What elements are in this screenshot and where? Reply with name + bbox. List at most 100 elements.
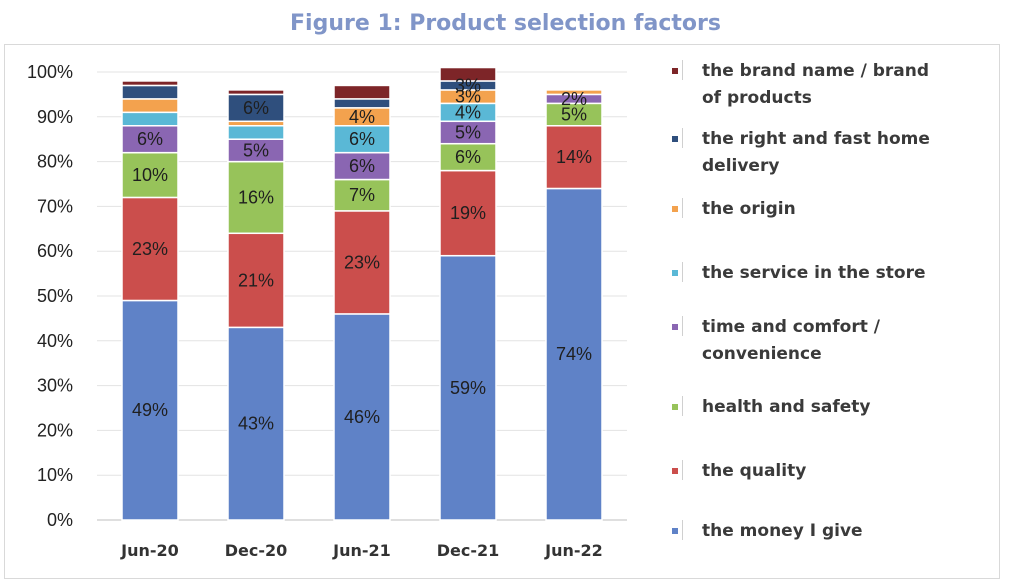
legend-label-line: health and safety — [702, 397, 871, 417]
legend-label-line: the quality — [702, 461, 807, 481]
data-label: 74% — [556, 344, 592, 364]
x-tick-label: Jun-20 — [120, 541, 179, 560]
legend-swatch — [672, 316, 683, 336]
bar-segment — [121, 80, 179, 87]
data-label: 10% — [132, 165, 168, 185]
bar-segment — [545, 125, 603, 190]
legend-label: the brand name / brand of products — [702, 58, 992, 112]
bar-segment — [227, 125, 285, 140]
x-tick-label: Jun-22 — [544, 541, 603, 560]
bar-segment — [333, 125, 391, 154]
data-label: 7% — [349, 185, 375, 205]
data-label: 5% — [455, 122, 481, 142]
data-label: 23% — [132, 239, 168, 259]
chart-title: Figure 1: Product selection factors — [290, 11, 721, 36]
bar-segment — [121, 299, 179, 521]
bar-segment — [121, 151, 179, 199]
data-label: 6% — [455, 147, 481, 167]
legend-label-line: convenience — [702, 344, 822, 364]
data-label: 3% — [455, 87, 481, 107]
data-label: 16% — [238, 187, 274, 207]
data-label: 2% — [561, 89, 587, 109]
legend-label-line: delivery — [702, 156, 780, 176]
legend-swatch — [672, 198, 683, 218]
legend: the brand name / brand of products the rig… — [668, 58, 998, 558]
bar-segment — [545, 187, 603, 521]
bar-segment — [227, 93, 285, 123]
bar-segment — [227, 326, 285, 521]
bar-segment — [227, 232, 285, 329]
legend-label-line: the service in the store — [702, 263, 926, 283]
bar-segment — [121, 98, 179, 114]
legend-swatch — [672, 460, 683, 480]
bar-segment — [227, 160, 285, 235]
y-tick-label: 10% — [37, 465, 73, 485]
data-label: 6% — [349, 156, 375, 176]
data-label: 5% — [243, 140, 269, 160]
y-axis: 0% 10% 20% 30% 40% 50% 60% 70% 80% 90% 100% — [27, 62, 627, 530]
legend-label: the money I give — [702, 518, 992, 545]
y-tick-label: 40% — [37, 331, 73, 351]
data-label: 14% — [556, 147, 592, 167]
data-label: 6% — [349, 129, 375, 149]
bar-segment — [333, 313, 391, 521]
legend-label: the origin — [702, 196, 992, 223]
x-tick-label: Jun-21 — [332, 541, 391, 560]
legend-swatch — [672, 520, 683, 540]
bar-segment — [333, 210, 391, 315]
data-label: 59% — [450, 378, 486, 398]
data-label: 21% — [238, 270, 274, 290]
y-tick-label: 80% — [37, 152, 73, 172]
data-label: 49% — [132, 400, 168, 420]
bar-segment — [121, 196, 179, 302]
data-label: 5% — [561, 105, 587, 125]
y-tick-label: 90% — [37, 107, 73, 127]
bar-segment — [333, 178, 391, 212]
legend-swatch — [672, 396, 683, 416]
legend-label-line: of products — [702, 88, 812, 108]
x-axis: Jun-20 Dec-20 Jun-21 Dec-21 Jun-22 — [120, 541, 603, 560]
legend-label: the service in the store — [702, 260, 992, 287]
bar-segment — [333, 84, 391, 100]
bar-segment — [545, 89, 603, 96]
bar-segment — [227, 89, 285, 96]
legend-swatch — [672, 128, 683, 148]
x-tick-label: Dec-20 — [225, 541, 288, 560]
legend-label: the right and fast home delivery — [702, 126, 992, 180]
legend-swatch — [672, 60, 683, 80]
y-tick-label: 50% — [37, 286, 73, 306]
legend-label-line: the right and fast home — [702, 129, 930, 149]
legend-label-line: time and comfort / — [702, 317, 880, 337]
data-label: 43% — [238, 414, 274, 434]
x-tick-label: Dec-21 — [437, 541, 500, 560]
data-label: 19% — [450, 203, 486, 223]
bars — [121, 66, 603, 521]
bar-segment — [439, 66, 497, 82]
bar-segment — [121, 125, 179, 154]
bar-segment — [121, 111, 179, 127]
data-label: 3% — [455, 75, 481, 95]
stacked-bar-chart: 0% 10% 20% 30% 40% 50% 60% 70% 80% 90% 100% 49% 23%… — [27, 62, 627, 560]
legend-label-line: the origin — [702, 199, 796, 219]
legend-label-line: the brand name / brand — [702, 61, 930, 81]
legend-label-line: the money I give — [702, 521, 863, 541]
data-label: 6% — [243, 98, 269, 118]
y-tick-label: 0% — [47, 510, 73, 530]
chart-frame — [4, 44, 1000, 579]
data-labels: 49%23%10%6%43%21%16%5%6%46%23%7%6%6%4%59… — [132, 75, 592, 433]
y-tick-label: 20% — [37, 420, 73, 440]
data-label: 4% — [349, 107, 375, 127]
bar-segment — [333, 151, 391, 181]
y-tick-label: 70% — [37, 196, 73, 216]
data-label: 46% — [344, 407, 380, 427]
data-label: 23% — [344, 252, 380, 272]
legend-label: time and comfort / convenience — [702, 314, 992, 368]
y-tick-label: 30% — [37, 376, 73, 396]
legend-label: health and safety — [702, 394, 992, 421]
bar-segment — [121, 84, 179, 100]
y-tick-label: 60% — [37, 241, 73, 261]
data-label: 6% — [137, 129, 163, 149]
legend-label: the quality — [702, 458, 992, 485]
legend-swatch — [672, 262, 683, 282]
y-tick-label: 100% — [27, 62, 73, 82]
